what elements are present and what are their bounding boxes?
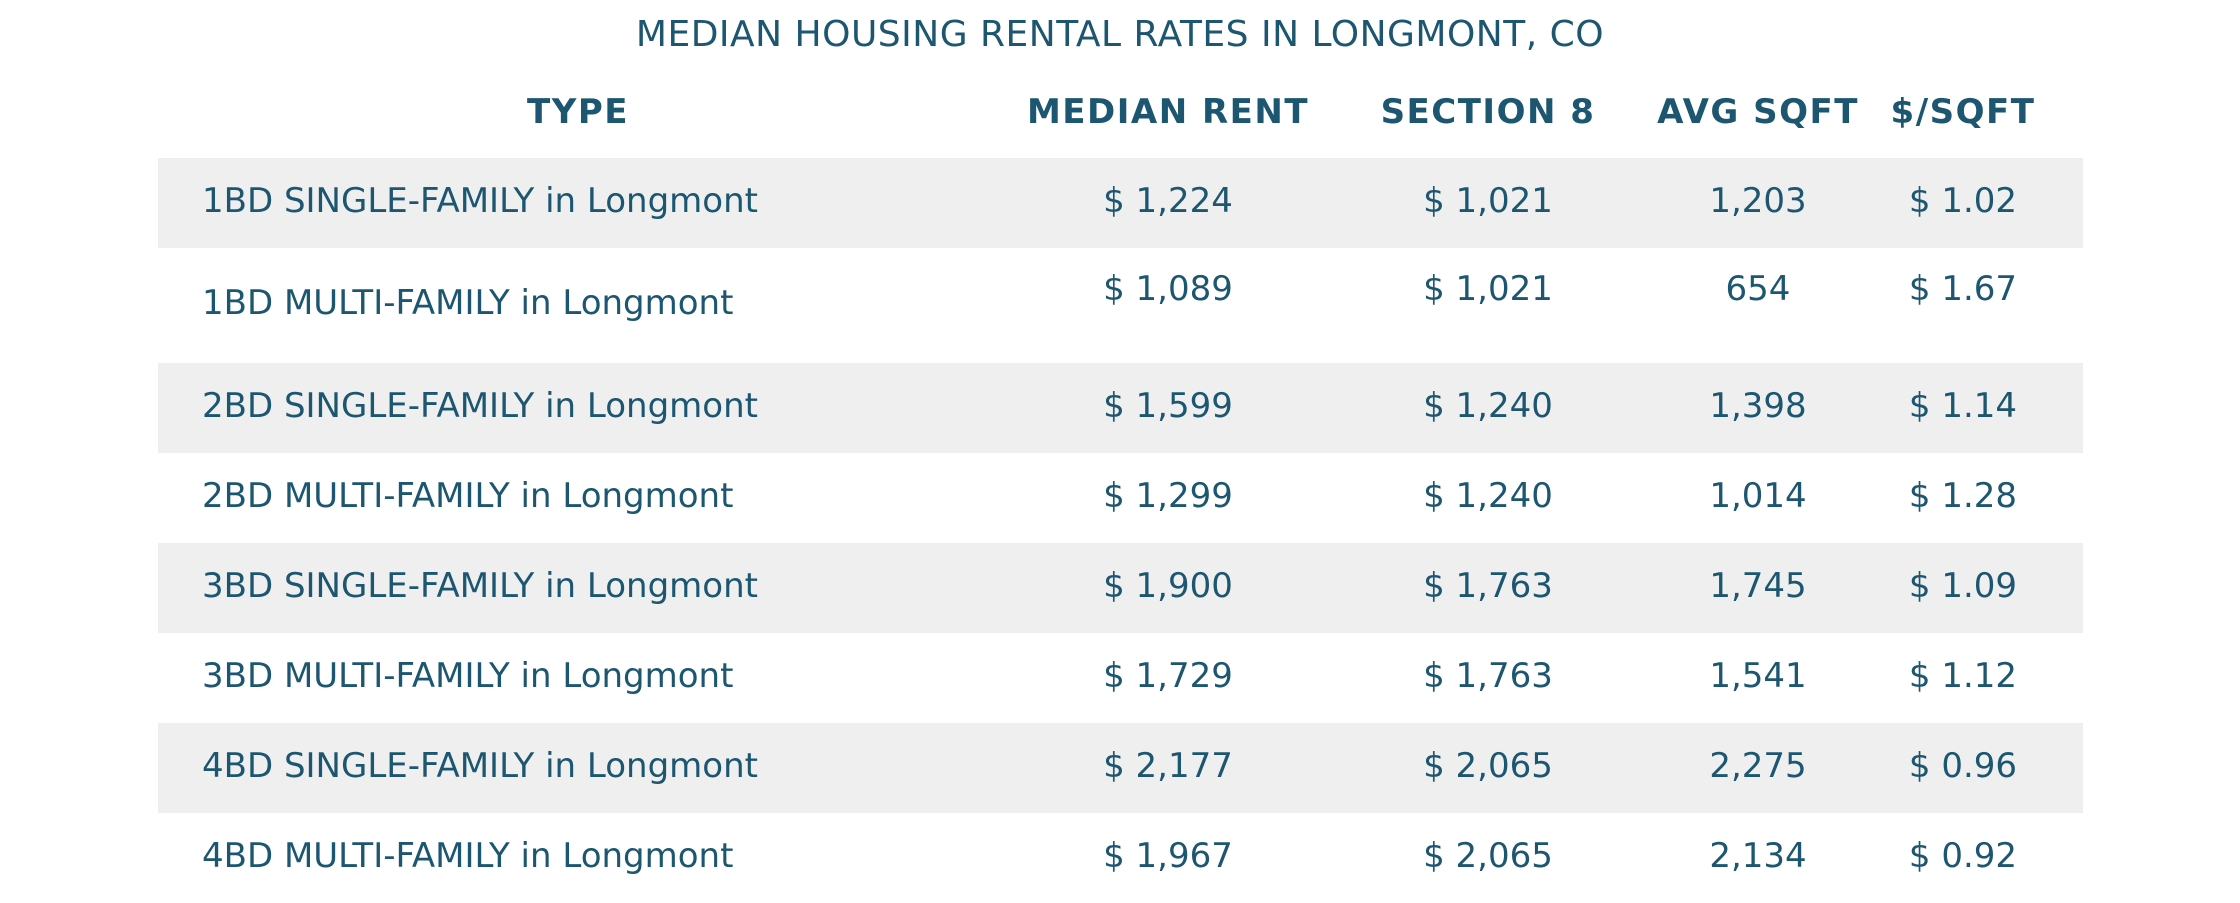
row-section-8: $ 1,240: [1423, 476, 1553, 516]
row-avg-sqft: 1,745: [1709, 566, 1807, 606]
row-section-8: $ 1,021: [1423, 181, 1553, 221]
row-median-rent: $ 1,599: [1103, 386, 1233, 426]
row-price-per-sqft: $ 1.12: [1908, 656, 2018, 696]
row-section-8: $ 2,065: [1423, 836, 1553, 876]
row-price-per-sqft: $ 1.02: [1908, 181, 2018, 221]
row-avg-sqft: 1,541: [1709, 656, 1807, 696]
table-row: 1BD MULTI-FAMILY in Longmont $ 1,089 $ 1…: [158, 248, 2083, 363]
row-type: 3BD SINGLE-FAMILY in Longmont: [202, 566, 758, 606]
table-row: 4BD MULTI-FAMILY in Longmont $ 1,967 $ 2…: [158, 813, 2083, 903]
row-median-rent: $ 1,299: [1103, 476, 1233, 516]
row-avg-sqft: 2,134: [1709, 836, 1807, 876]
row-type: 1BD MULTI-FAMILY in Longmont: [202, 283, 734, 323]
column-header-median-rent: MEDIAN RENT: [1026, 92, 1310, 132]
row-median-rent: $ 1,224: [1103, 181, 1233, 221]
row-type: 3BD MULTI-FAMILY in Longmont: [202, 656, 734, 696]
row-section-8: $ 1,763: [1423, 566, 1553, 606]
row-median-rent: $ 1,729: [1103, 656, 1233, 696]
page-title: MEDIAN HOUSING RENTAL RATES IN LONGMONT,…: [635, 14, 1605, 55]
table-header: TYPE MEDIAN RENT SECTION 8 AVG SQFT $/SQ…: [158, 80, 2083, 158]
row-median-rent: $ 2,177: [1103, 746, 1233, 786]
row-median-rent: $ 1,967: [1103, 836, 1233, 876]
row-avg-sqft: 2,275: [1709, 746, 1807, 786]
column-header-price-per-sqft: $/SQFT: [1890, 92, 2036, 132]
row-type: 4BD MULTI-FAMILY in Longmont: [202, 836, 734, 876]
table-row: 4BD SINGLE-FAMILY in Longmont $ 2,177 $ …: [158, 723, 2083, 813]
column-header-type: TYPE: [527, 92, 629, 132]
column-header-section-8: SECTION 8: [1380, 92, 1596, 132]
row-section-8: $ 1,021: [1423, 269, 1553, 309]
row-price-per-sqft: $ 1.28: [1908, 476, 2018, 516]
row-avg-sqft: 1,398: [1709, 386, 1807, 426]
row-median-rent: $ 1,900: [1103, 566, 1233, 606]
table-row: 1BD SINGLE-FAMILY in Longmont $ 1,224 $ …: [158, 158, 2083, 248]
row-price-per-sqft: $ 0.92: [1908, 836, 2018, 876]
row-section-8: $ 1,240: [1423, 386, 1553, 426]
row-avg-sqft: 1,014: [1709, 476, 1807, 516]
row-type: 1BD SINGLE-FAMILY in Longmont: [202, 181, 758, 221]
row-type: 2BD MULTI-FAMILY in Longmont: [202, 476, 734, 516]
row-price-per-sqft: $ 1.14: [1908, 386, 2018, 426]
row-avg-sqft: 654: [1725, 269, 1791, 309]
row-section-8: $ 1,763: [1423, 656, 1553, 696]
row-type: 2BD SINGLE-FAMILY in Longmont: [202, 386, 758, 426]
row-avg-sqft: 1,203: [1709, 181, 1807, 221]
row-price-per-sqft: $ 1.09: [1908, 566, 2018, 606]
row-price-per-sqft: $ 1.67: [1908, 269, 2018, 309]
table-row: 2BD SINGLE-FAMILY in Longmont $ 1,599 $ …: [158, 363, 2083, 453]
rental-rates-table: TYPE MEDIAN RENT SECTION 8 AVG SQFT $/SQ…: [158, 80, 2083, 903]
row-price-per-sqft: $ 0.96: [1908, 746, 2018, 786]
row-type: 4BD SINGLE-FAMILY in Longmont: [202, 746, 758, 786]
table-row: 3BD MULTI-FAMILY in Longmont $ 1,729 $ 1…: [158, 633, 2083, 723]
row-median-rent: $ 1,089: [1103, 269, 1233, 309]
table-row: 3BD SINGLE-FAMILY in Longmont $ 1,900 $ …: [158, 543, 2083, 633]
row-section-8: $ 2,065: [1423, 746, 1553, 786]
column-header-avg-sqft: AVG SQFT: [1657, 92, 1859, 132]
table-row: 2BD MULTI-FAMILY in Longmont $ 1,299 $ 1…: [158, 453, 2083, 543]
